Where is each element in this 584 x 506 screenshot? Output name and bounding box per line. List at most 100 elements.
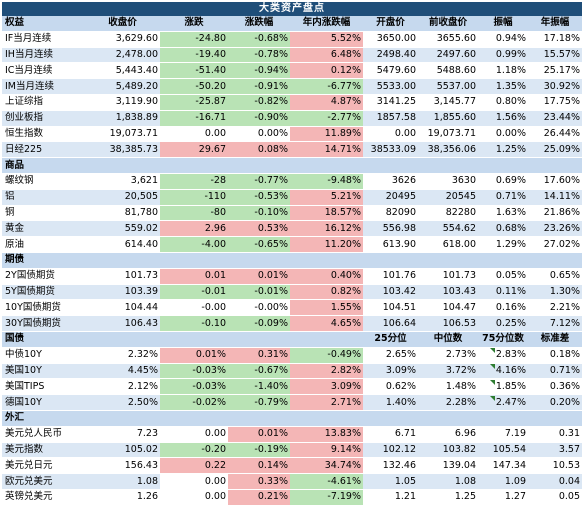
section-label: 期债 [2, 252, 85, 269]
cell: 7.12% [528, 315, 582, 332]
asset-name: 创业板指 [2, 110, 85, 127]
cell-value: 1.85% [495, 380, 526, 392]
cell: 11.20% [290, 236, 363, 253]
cell: 1.48% [418, 378, 478, 396]
cell: 2.83% [478, 347, 528, 364]
cell: 1.40% [363, 394, 418, 411]
cell: 3,629.60 [85, 31, 160, 48]
cell: 104.47 [418, 299, 478, 317]
cell: -2.77% [290, 110, 363, 127]
cell: -28 [160, 173, 228, 190]
cell: 0.01 [160, 268, 228, 285]
cell: 0.00 [160, 489, 228, 506]
cell: -6.77% [290, 78, 363, 95]
cell: 104.51 [363, 299, 418, 317]
equity-row: 日经225 38,385.73 29.67 0.08% 14.71% 38533.09 38… [2, 141, 582, 159]
cell: 23.26% [528, 220, 582, 238]
cell: 4.87% [290, 94, 363, 111]
cell: -51.40 [160, 62, 228, 80]
cell: 0.82% [290, 284, 363, 301]
cell: 3630 [418, 173, 478, 190]
cell: 0.01% [228, 426, 290, 443]
cell: 21.86% [528, 205, 582, 222]
cell: -0.49% [290, 347, 363, 364]
asset-name: 日经225 [2, 141, 85, 159]
column-header [160, 331, 228, 348]
cell: 5488.60 [418, 62, 478, 80]
cell: -9.48% [290, 173, 363, 190]
cell: 20545 [418, 189, 478, 206]
futures-row: 5Y国债期货 103.39 -0.01 -0.01% 0.82% 103.42 103.43… [2, 284, 582, 301]
asset-name: 5Y国债期货 [2, 284, 85, 301]
cell: 0.36% [528, 378, 582, 396]
cell: 0.01% [228, 268, 290, 285]
cell: 20495 [363, 189, 418, 206]
commodity-row: 铝 20,505 -110 -0.53% 5.21% 20495 20545 0.71% 14.… [2, 189, 582, 206]
column-header: 国债 [2, 331, 85, 348]
cell: 0.21% [228, 489, 290, 506]
cell: 559.02 [85, 220, 160, 238]
empty-cell [160, 157, 228, 174]
cell: 1.63% [478, 205, 528, 222]
column-header: 标准差 [528, 331, 582, 348]
cell: 0.05% [478, 268, 528, 285]
cell: 0.11% [478, 284, 528, 301]
cell: 106.53 [418, 315, 478, 332]
empty-cell [85, 410, 160, 427]
cell: 18.57% [290, 205, 363, 222]
cell: 2.47% [478, 394, 528, 411]
asset-name: IH当月连续 [2, 47, 85, 64]
cell-value: 4.16% [495, 364, 526, 376]
cell: 5.21% [290, 189, 363, 206]
cell: 104.44 [85, 299, 160, 317]
bonds-row: 美国10Y 4.45% -0.03% -0.67% 2.82% 3.09% 3.72% 4.1… [2, 363, 582, 380]
cell: 38,356.06 [418, 141, 478, 159]
equity-row: IF当月连续 3,629.60 -24.80 -0.68% 5.52% 3650.00 36… [2, 31, 582, 48]
asset-name: IF当月连续 [2, 31, 85, 48]
empty-cell [228, 252, 290, 269]
cell: 556.98 [363, 220, 418, 238]
cell: -4.00 [160, 236, 228, 253]
cell: 6.48% [290, 47, 363, 64]
cell: -0.82% [228, 94, 290, 111]
cell: 19,073.71 [418, 126, 478, 143]
cell: 103.39 [85, 284, 160, 301]
cell: -4.61% [290, 473, 363, 490]
empty-cell [363, 410, 418, 427]
fx-row: 美元兑日元 156.43 0.22 0.14% 34.74% 132.46 139.04 14… [2, 457, 582, 475]
cell: 2,478.00 [85, 47, 160, 64]
column-header: 振幅 [478, 16, 528, 32]
cell: -0.20 [160, 442, 228, 459]
equity-row: IH当月连续 2,478.00 -19.40 -0.78% 6.48% 2498.40 24… [2, 47, 582, 64]
cell: 101.76 [363, 268, 418, 285]
cell: 0.80% [478, 94, 528, 111]
asset-name: 恒生指数 [2, 126, 85, 143]
column-header: 年内涨跌幅 [290, 16, 363, 32]
cell: 5,489.20 [85, 78, 160, 95]
section-header-row: 权益 收盘价 涨跌 涨跌幅 年内涨跌幅 开盘价 前收盘价 振幅 年振幅 [2, 16, 582, 32]
cell: -0.78% [228, 47, 290, 64]
cell: 139.04 [418, 457, 478, 475]
cell: 5479.60 [363, 62, 418, 80]
cell: 2.82% [290, 363, 363, 380]
cell: 3,145.77 [418, 94, 478, 111]
cell: 1.30% [528, 284, 582, 301]
empty-cell [85, 252, 160, 269]
cell: -0.01% [228, 284, 290, 301]
asset-name: 美国10Y [2, 363, 85, 380]
cell: 6.71 [363, 426, 418, 443]
cell: 0.22 [160, 457, 228, 475]
empty-cell [528, 252, 582, 269]
asset-name: 螺纹钢 [2, 173, 85, 190]
cell: 26.44% [528, 126, 582, 143]
column-header [85, 331, 160, 348]
cell: 17.18% [528, 31, 582, 48]
futures-row: 10Y国债期货 104.44 -0.00 -0.00% 1.55% 104.51 104.4… [2, 299, 582, 317]
cell: 82090 [363, 205, 418, 222]
cell: 105.54 [478, 442, 528, 459]
equity-row: 上证综指 3,119.90 -25.87 -0.82% 4.87% 3141.25 3,14… [2, 94, 582, 111]
cell: -0.91% [228, 78, 290, 95]
cell: 103.43 [418, 284, 478, 301]
cell: 3.72% [418, 363, 478, 380]
cell: 2.65% [363, 347, 418, 364]
